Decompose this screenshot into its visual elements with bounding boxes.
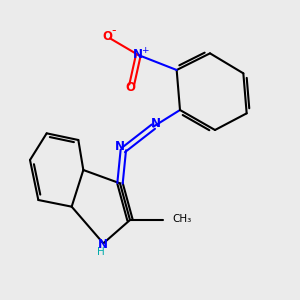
Text: N: N [151,117,161,130]
Text: CH₃: CH₃ [172,214,192,224]
Text: N: N [133,49,143,62]
Text: N: N [98,238,108,251]
Text: N: N [115,140,125,154]
Text: H: H [97,247,105,257]
Text: +: + [141,46,149,55]
Text: -: - [111,24,116,37]
Text: O: O [102,30,112,43]
Text: O: O [125,82,135,94]
